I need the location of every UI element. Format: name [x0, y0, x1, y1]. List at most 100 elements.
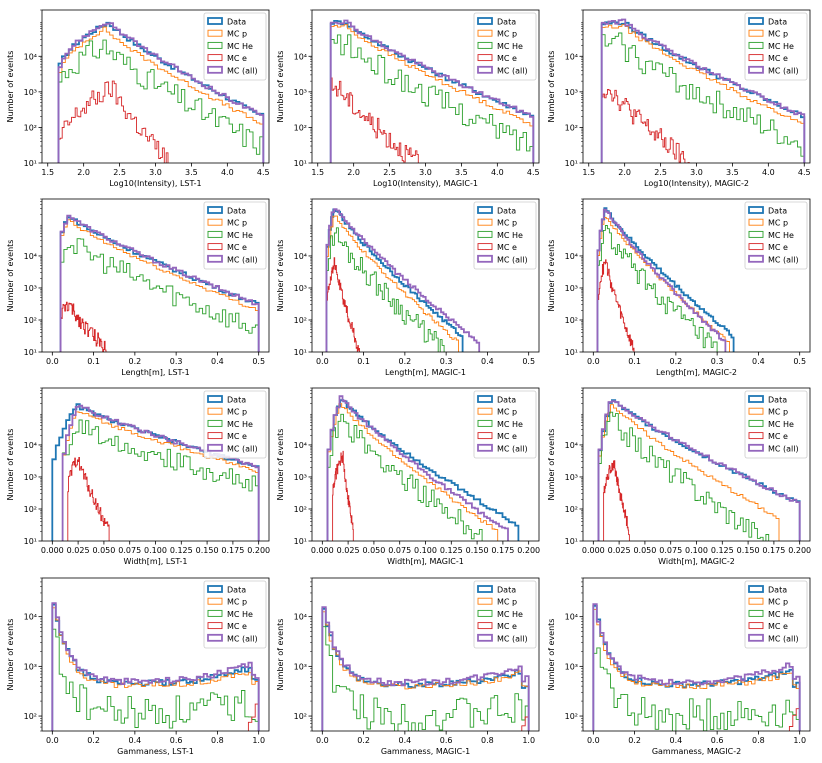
- legend-label: MC He: [497, 231, 523, 240]
- y-tick-label: 10²: [565, 316, 578, 325]
- x-tick-label: 4.0: [491, 168, 504, 177]
- legend-swatch: [477, 407, 493, 415]
- series-mc-all: [600, 18, 806, 163]
- y-tick-label: 10²: [24, 123, 37, 132]
- legend-swatch: [207, 230, 223, 238]
- x-axis-label: Log10(Intensity), MAGIC-2: [644, 179, 749, 188]
- legend-label: MC He: [497, 42, 523, 51]
- x-axis-label: Length[m], MAGIC-1: [385, 368, 466, 377]
- legend-label: Data: [497, 396, 516, 405]
- x-axis-label: Width[m], MAGIC-1: [387, 557, 464, 566]
- series-mc-all: [57, 22, 265, 163]
- x-tick-label: 0.000: [311, 546, 334, 555]
- series-mc-p: [596, 217, 730, 352]
- legend-label: MC e: [227, 432, 247, 441]
- x-tick-label: 0.150: [196, 546, 219, 555]
- legend-label: MC (all): [227, 255, 258, 264]
- legend-label: Data: [497, 586, 516, 595]
- legend-swatch: [748, 230, 764, 238]
- legend-label: MC e: [227, 243, 247, 252]
- histogram-panel-2: 1.5 2.0 2.5 3.0 3.5 4.0 4.5 10¹ 10² 10³ 10⁴ Log10(I…: [276, 9, 540, 188]
- x-tick-label: 0.050: [92, 546, 115, 555]
- legend-box: [473, 12, 537, 81]
- y-tick-label: 10⁴: [24, 252, 37, 261]
- series-mc-e: [603, 460, 630, 541]
- legend-swatch: [477, 206, 493, 214]
- y-tick-label: 10⁴: [565, 441, 578, 450]
- y-axis-label: Number of events: [6, 51, 15, 123]
- legend-label: MC e: [768, 432, 788, 441]
- y-tick-label: 10⁴: [294, 52, 307, 61]
- x-tick-label: 0.5: [522, 357, 535, 366]
- x-tick-label: 3.0: [690, 168, 703, 177]
- series-group: [597, 399, 801, 541]
- y-axis-label: Number of events: [276, 240, 285, 312]
- legend-swatch: [477, 17, 493, 25]
- series-mc-e: [330, 77, 419, 163]
- y-tick-label: 10²: [294, 712, 307, 721]
- x-tick-label: 1.0: [252, 736, 265, 745]
- y-tick-label: 10¹: [565, 159, 578, 168]
- x-tick-label: 0.150: [466, 546, 489, 555]
- legend-swatch: [207, 432, 223, 440]
- series-group: [51, 602, 260, 731]
- axes-frame: [41, 198, 270, 353]
- legend-swatch: [207, 206, 223, 214]
- x-tick-label: 0.3: [170, 357, 183, 366]
- legend-label: MC (all): [497, 66, 528, 75]
- y-tick-label: 10³: [565, 284, 578, 293]
- series-mc-he: [592, 647, 801, 731]
- x-tick-label: 0.0: [316, 357, 329, 366]
- x-tick-label: 2.5: [383, 168, 396, 177]
- histogram-panel-9: 0.000 0.025 0.050 0.075 0.100 0.125 0.150 0.175…: [547, 387, 811, 566]
- legend-label: MC He: [497, 420, 523, 429]
- legend-label: MC e: [497, 243, 517, 252]
- legend-label: Data: [768, 396, 787, 405]
- legend-label: MC e: [497, 54, 517, 63]
- series-group: [596, 207, 735, 352]
- x-tick-label: 0.025: [608, 546, 631, 555]
- legend-swatch: [477, 597, 493, 605]
- y-tick-label: 10²: [294, 123, 307, 132]
- series-group: [57, 21, 265, 163]
- histogram-panel-1: 1.5 2.0 2.5 3.0 3.5 4.0 4.5 10¹ 10² 10³ 10⁴ Log10(I…: [6, 9, 270, 188]
- series-mc-p: [327, 403, 499, 541]
- legend-swatch: [477, 254, 493, 263]
- legend-label: Data: [768, 207, 787, 216]
- x-tick-label: 0.6: [170, 736, 183, 745]
- histogram-panel-7: 0.000 0.025 0.050 0.075 0.100 0.125 0.150 0.175…: [6, 387, 270, 566]
- legend-swatch: [748, 443, 764, 452]
- legend-label: MC (all): [768, 634, 799, 643]
- legend-swatch: [477, 29, 493, 37]
- series-group: [59, 214, 260, 352]
- x-tick-label: 0.175: [762, 546, 785, 555]
- series-mc-p: [330, 24, 534, 163]
- series-mc-all: [592, 603, 801, 731]
- series-mc-he: [58, 39, 264, 163]
- series-mc-all: [329, 19, 535, 163]
- legend-label: MC He: [227, 231, 253, 240]
- y-tick-label: 10⁴: [24, 613, 37, 622]
- series-mc-p: [601, 24, 805, 163]
- legend-label: MC e: [227, 54, 247, 63]
- x-tick-label: 3.0: [149, 168, 162, 177]
- series-group: [600, 18, 806, 163]
- series-mc-he: [60, 238, 260, 352]
- x-tick-label: 0.3: [440, 357, 453, 366]
- series-mc-p: [321, 611, 530, 731]
- legend-swatch: [477, 419, 493, 427]
- y-tick-label: 10²: [294, 316, 307, 325]
- legend-label: MC p: [227, 30, 247, 39]
- y-axis-label: Number of events: [6, 619, 15, 691]
- x-tick-label: 0.050: [633, 546, 656, 555]
- y-tick-label: 10³: [565, 662, 578, 671]
- legend-swatch: [477, 54, 493, 62]
- x-tick-label: 1.0: [522, 736, 535, 745]
- legend-swatch: [477, 443, 493, 452]
- legend-swatch: [207, 17, 223, 25]
- y-tick-label: 10¹: [565, 348, 578, 357]
- series-mc-he: [321, 626, 530, 731]
- legend-swatch: [207, 54, 223, 62]
- x-tick-label: 0.6: [711, 736, 724, 745]
- series-mc-e: [596, 259, 635, 352]
